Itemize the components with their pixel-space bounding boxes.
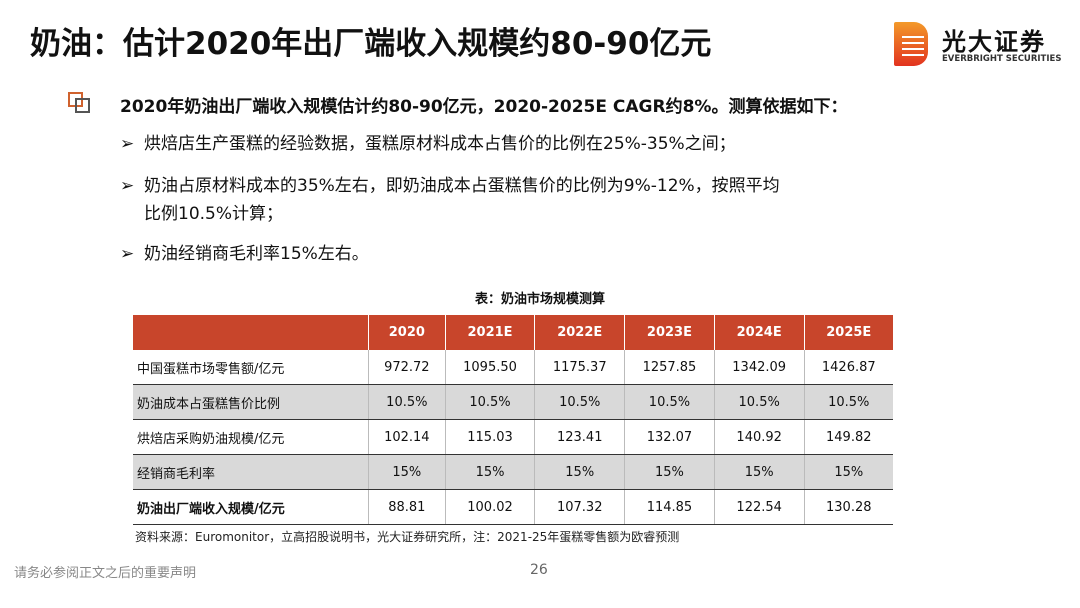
value-cell: 1342.09 xyxy=(713,350,805,385)
table-row: 奶油成本占蛋糕售价比例 10.5% 10.5% 10.5% 10.5% 10.5% 10.5… xyxy=(133,384,893,420)
header-cell: 2022E xyxy=(534,315,625,350)
value-cell: 130.28 xyxy=(803,489,893,525)
table-caption: 表：奶油市场规模测算 xyxy=(474,292,605,307)
bullet-text: 奶油经销商毛利率15%左右。 xyxy=(144,244,369,264)
row-label: 奶油成本占蛋糕售价比例 xyxy=(133,384,369,420)
bullet-item: ➢ 烘焙店生产蛋糕的经验数据，蛋糕原材料成本占售价的比例在25%-35%之间； xyxy=(120,130,874,158)
header-cell: 2021E xyxy=(444,315,535,350)
value-cell: 15% xyxy=(803,454,893,490)
source-note: 资料来源：Euromonitor，立高招股说明书，光大证券研究所，注：2021-… xyxy=(135,530,680,544)
logo-mark-icon xyxy=(894,22,928,66)
table-header-row: 2020 2021E 2022E 2023E 2024E 2025E xyxy=(133,315,893,350)
value-cell: 15% xyxy=(713,454,805,490)
value-cell: 10.5% xyxy=(713,384,805,420)
value-cell: 10.5% xyxy=(534,384,625,420)
value-cell: 140.92 xyxy=(713,419,805,455)
squares-bullet-icon xyxy=(68,92,90,113)
arrow-bullet-icon: ➢ xyxy=(120,244,135,264)
value-cell: 972.72 xyxy=(368,350,446,385)
row-label: 奶油出厂端收入规模/亿元 xyxy=(133,489,369,525)
table-row: 经销商毛利率 15% 15% 15% 15% 15% 15% xyxy=(133,454,893,490)
table-row: 奶油出厂端收入规模/亿元 88.81 100.02 107.32 114.85 122.5… xyxy=(133,489,893,525)
value-cell: 10.5% xyxy=(803,384,893,420)
header-cell xyxy=(133,315,369,350)
value-cell: 115.03 xyxy=(444,419,535,455)
bullet-text: 奶油占原材料成本的35%左右，即奶油成本占蛋糕售价的比例为9%-12%，按照平均… xyxy=(144,176,780,224)
slide-title: 奶油：估计2020年出厂端收入规模约80-90亿元 xyxy=(30,26,712,62)
header-cell: 2024E xyxy=(713,315,805,350)
bullet-text: 烘焙店生产蛋糕的经验数据，蛋糕原材料成本占售价的比例在25%-35%之间； xyxy=(144,134,736,154)
value-cell: 15% xyxy=(534,454,625,490)
value-cell: 10.5% xyxy=(624,384,715,420)
arrow-bullet-icon: ➢ xyxy=(120,176,135,196)
value-cell: 15% xyxy=(368,454,446,490)
header-cell: 2023E xyxy=(624,315,715,350)
table-row: 烘焙店采购奶油规模/亿元 102.14 115.03 123.41 132.07 140.… xyxy=(133,419,893,455)
value-cell: 102.14 xyxy=(368,419,446,455)
logo-cn: 光大证券 xyxy=(942,28,1046,56)
disclaimer-footer: 请务必参阅正文之后的重要声明 xyxy=(14,566,197,581)
logo-en: EVERBRIGHT SECURITIES xyxy=(942,54,1062,64)
market-size-table: 2020 2021E 2022E 2023E 2024E 2025E 中国蛋糕市… xyxy=(133,315,893,525)
value-cell: 132.07 xyxy=(624,419,715,455)
value-cell: 123.41 xyxy=(534,419,625,455)
value-cell: 15% xyxy=(444,454,535,490)
value-cell: 114.85 xyxy=(624,489,715,525)
row-label: 经销商毛利率 xyxy=(133,454,369,490)
row-label: 中国蛋糕市场零售额/亿元 xyxy=(133,350,369,385)
value-cell: 100.02 xyxy=(444,489,535,525)
value-cell: 149.82 xyxy=(803,419,893,455)
value-cell: 88.81 xyxy=(368,489,446,525)
row-label: 烘焙店采购奶油规模/亿元 xyxy=(133,419,369,455)
value-cell: 10.5% xyxy=(444,384,535,420)
header-cell: 2020 xyxy=(368,315,446,350)
value-cell: 1426.87 xyxy=(803,350,893,385)
value-cell: 10.5% xyxy=(368,384,446,420)
value-cell: 1175.37 xyxy=(534,350,625,385)
arrow-bullet-icon: ➢ xyxy=(120,134,135,154)
bullet-item: ➢ 奶油经销商毛利率15%左右。 xyxy=(120,240,874,268)
header-cell: 2025E xyxy=(803,315,893,350)
page-number: 26 xyxy=(530,562,548,578)
value-cell: 107.32 xyxy=(534,489,625,525)
value-cell: 15% xyxy=(624,454,715,490)
value-cell: 1095.50 xyxy=(444,350,535,385)
everbright-logo: 光大证券 EVERBRIGHT SECURITIES xyxy=(894,20,1074,70)
value-cell: 122.54 xyxy=(713,489,805,525)
value-cell: 1257.85 xyxy=(624,350,715,385)
bullet-item: ➢ 奶油占原材料成本的35%左右，即奶油成本占蛋糕售价的比例为9%-12%，按照平… xyxy=(120,172,784,228)
table-row: 中国蛋糕市场零售额/亿元 972.72 1095.50 1175.37 1257.85 1… xyxy=(133,350,893,385)
lead-text: 2020年奶油出厂端收入规模估计约80-90亿元，2020-2025E CAGR… xyxy=(120,97,848,117)
